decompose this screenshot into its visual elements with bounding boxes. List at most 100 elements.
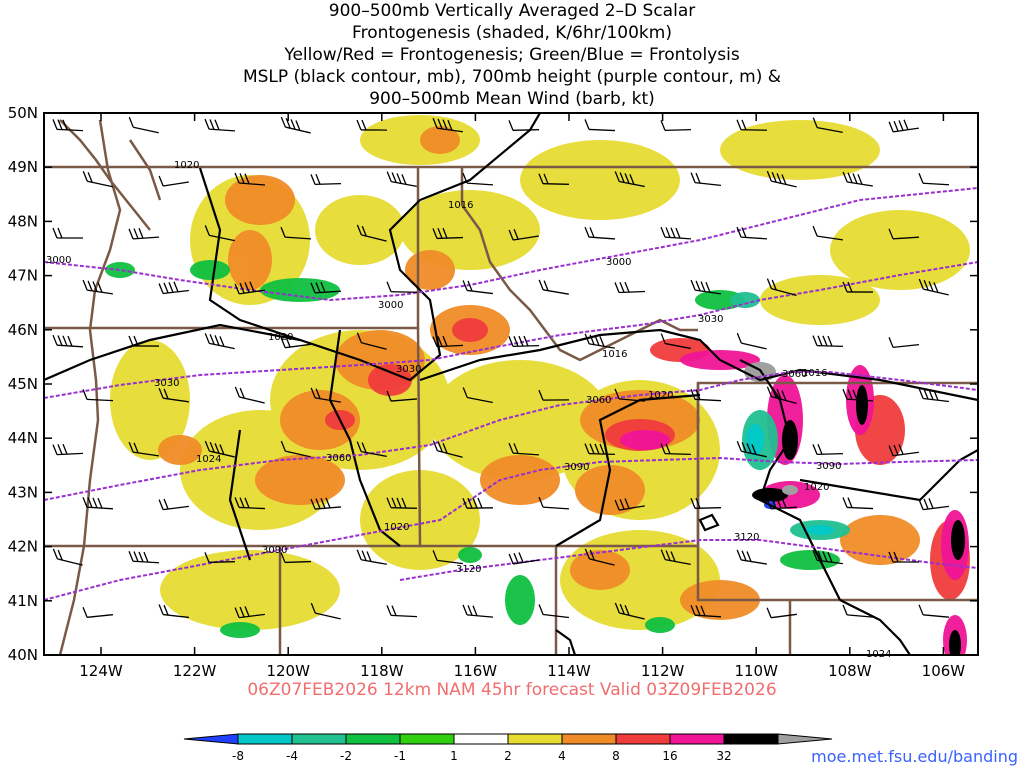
- height-label: 3030: [154, 378, 179, 389]
- colorbar-bin: [723, 733, 779, 745]
- wind-barb: [736, 332, 767, 350]
- mslp-contours: [44, 113, 978, 655]
- colorbar-arrow-right: [777, 733, 833, 745]
- wind-barb: [812, 117, 843, 134]
- wind-barb: [766, 607, 797, 619]
- wind-barb: [660, 443, 692, 456]
- isobar-1024-east: [839, 599, 911, 655]
- lat-label: 50N: [8, 104, 38, 122]
- wind-barb: [660, 333, 691, 350]
- colorbar-bin: [561, 733, 617, 745]
- wind-barb: [204, 333, 235, 350]
- longitude-axis: 124W 122W 120W 118W 116W 114W 112W 110W 108W 106W: [79, 113, 965, 680]
- colorbar-bin: [399, 733, 455, 745]
- wind-barb: [812, 550, 843, 565]
- wind-barb: [508, 228, 539, 241]
- lat-label: 48N: [8, 212, 38, 230]
- puget-sound: [59, 119, 162, 231]
- wind-barb: [310, 281, 342, 294]
- wind-barb: [386, 497, 418, 509]
- wind-barb: [614, 171, 645, 188]
- height-label: 3120: [456, 564, 481, 575]
- wind-barb: [584, 443, 616, 455]
- wind-barb: [386, 171, 417, 188]
- colorbar-bin: [669, 733, 725, 745]
- wind-barb: [918, 173, 950, 186]
- wind-barb: [280, 552, 312, 564]
- wind-barb: [690, 497, 722, 509]
- lon-label: 120W: [266, 662, 310, 680]
- wind-barb: [52, 334, 84, 348]
- valid-time-line: 06Z07FEB2026 12km NAM 45hr forecast Vali…: [247, 680, 777, 700]
- title-line-5: 900–500mb Mean Wind (barb, kt): [369, 89, 655, 109]
- colorbar-bin: [507, 733, 563, 745]
- colorbar-bin: [453, 733, 509, 745]
- wind-barb: [128, 335, 160, 347]
- wind-barb: [842, 497, 874, 510]
- wind-barb: [614, 388, 646, 402]
- wind-barb: [508, 335, 540, 347]
- wind-barb: [432, 117, 463, 133]
- wind-barb: [204, 118, 236, 132]
- wind-barb: [356, 224, 387, 242]
- wind-barb: [432, 227, 464, 240]
- mslp-label: 1016: [802, 368, 827, 379]
- wind-barb: [842, 281, 874, 293]
- wind-barb: [888, 119, 919, 133]
- lon-label: 110W: [734, 662, 778, 680]
- wind-barb: [158, 604, 189, 619]
- wind-barbs: [52, 116, 950, 620]
- wind-barb: [766, 278, 797, 296]
- height-label: 3030: [698, 314, 723, 325]
- wind-barb: [538, 496, 570, 510]
- lat-label: 42N: [8, 538, 38, 556]
- colorbar-label: 2: [504, 749, 512, 763]
- isobar-west: [198, 167, 301, 342]
- isobar-small: [555, 629, 577, 655]
- wind-barb: [234, 497, 266, 510]
- wind-barb: [52, 119, 84, 132]
- lat-label: 44N: [8, 429, 38, 447]
- height-3030: [44, 261, 978, 399]
- wind-barb: [614, 602, 645, 620]
- height-label: 3120: [734, 532, 759, 543]
- wind-barb: [52, 443, 84, 456]
- wind-barb: [82, 496, 114, 510]
- title-line-3: Yellow/Red = Frontogenesis; Green/Blue =…: [284, 45, 740, 65]
- wind-barb: [812, 335, 844, 348]
- colorbar-label: 4: [558, 749, 566, 763]
- wy-co-ut-border: [554, 383, 978, 655]
- wind-barb: [766, 497, 798, 510]
- wind-barb: [888, 551, 920, 563]
- mslp-label: 1020: [384, 522, 409, 533]
- wind-barb: [462, 604, 494, 618]
- height-3120: [399, 539, 978, 581]
- credit-link[interactable]: moe.met.fsu.edu/banding: [811, 747, 1018, 766]
- wind-barb: [82, 607, 113, 618]
- wind-barb: [52, 548, 83, 566]
- wind-barb: [508, 552, 539, 565]
- wind-barb: [584, 333, 615, 349]
- title-line-2: Frontogenesis (shaded, K/6hr/100km): [352, 23, 672, 43]
- wind-barb: [82, 171, 113, 188]
- wind-barb: [888, 228, 920, 240]
- height-label: 3000: [606, 257, 631, 268]
- wind-barb: [462, 387, 493, 404]
- shading-black: [752, 385, 965, 655]
- wind-barb: [538, 604, 569, 619]
- wind-barb: [356, 119, 388, 131]
- wind-barb: [234, 281, 265, 295]
- shading-green: [105, 260, 840, 638]
- wind-barb: [918, 498, 949, 511]
- lon-label: 108W: [828, 662, 872, 680]
- wind-barb: [82, 389, 114, 402]
- wind-barb: [432, 440, 463, 458]
- wind-barb: [508, 120, 540, 131]
- colorbar-arrow-left: [183, 733, 239, 745]
- frontogenesis-shading: [105, 115, 970, 655]
- wind-barb: [386, 281, 418, 293]
- wind-barb: [82, 279, 113, 295]
- wind-barb: [690, 604, 722, 618]
- colorbar-label: 16: [662, 749, 677, 763]
- wind-barb: [280, 116, 311, 134]
